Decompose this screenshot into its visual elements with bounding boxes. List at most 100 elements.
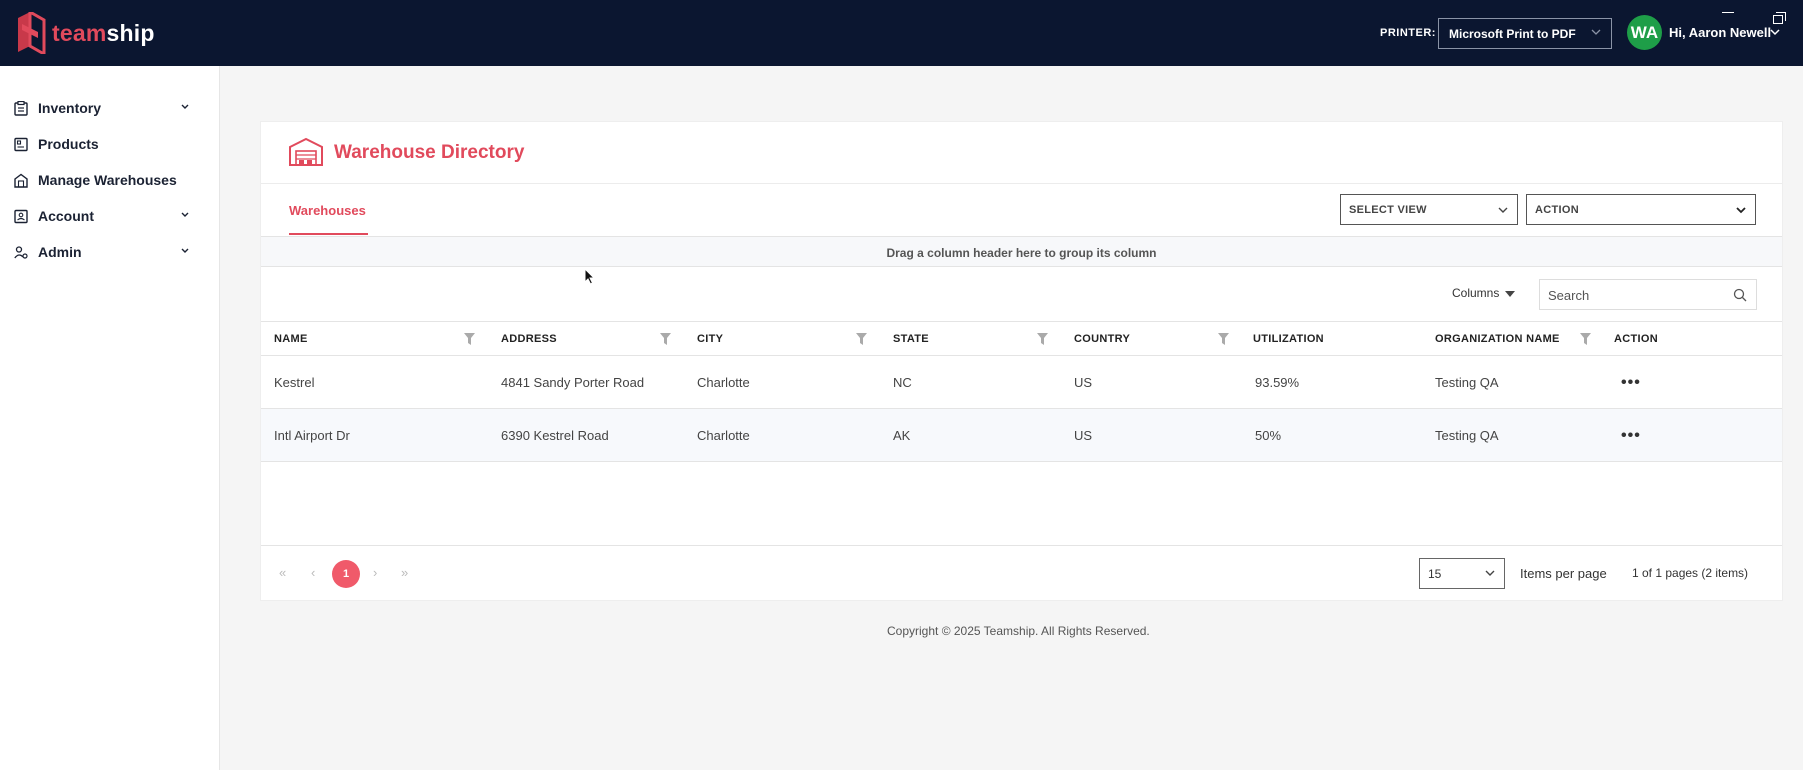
id-card-icon <box>14 209 28 223</box>
chevron-down-icon <box>181 248 189 253</box>
cell-state: NC <box>893 375 912 390</box>
search-box[interactable] <box>1539 279 1757 310</box>
cell-address: 6390 Kestrel Road <box>501 428 609 443</box>
cell-state: AK <box>893 428 911 443</box>
column-header-organization-name[interactable]: ORGANIZATION NAME <box>1435 333 1560 345</box>
clipboard-icon <box>14 100 28 116</box>
prev-page-button[interactable]: ‹ <box>311 565 316 580</box>
warehouse-icon <box>289 137 323 166</box>
tab-active-indicator <box>289 233 368 235</box>
user-greeting[interactable]: Hi, Aaron Newell <box>1669 25 1772 40</box>
filter-icon[interactable] <box>464 333 475 345</box>
row-actions-icon[interactable]: ••• <box>1621 427 1641 444</box>
sidebar-item-label: Products <box>38 136 99 152</box>
sidebar-item-label: Manage Warehouses <box>38 172 177 188</box>
cell-address: 4841 Sandy Porter Road <box>501 375 645 390</box>
mouse-cursor-icon <box>584 268 596 285</box>
table-row[interactable]: Kestrel 4841 Sandy Porter Road Charlotte… <box>261 356 1782 409</box>
row-actions-icon[interactable]: ••• <box>1621 374 1641 391</box>
cell-country: US <box>1074 428 1093 443</box>
caret-down-icon <box>1505 291 1516 297</box>
page-number-current[interactable]: 1 <box>332 560 360 588</box>
teamship-logo-mark <box>18 12 46 54</box>
cell-utilization: 93.59% <box>1255 375 1300 390</box>
chevron-down-icon <box>181 104 189 109</box>
pager: « ‹ 1 › » 15 Items per page 1 of 1 pages… <box>261 545 1782 602</box>
cell-city: Charlotte <box>697 375 750 390</box>
user-menu-chevron-icon[interactable] <box>1769 26 1781 38</box>
warehouse-icon <box>14 173 28 188</box>
chevron-down-icon <box>1591 29 1601 35</box>
column-header-action: ACTION <box>1614 333 1658 345</box>
sidebar-item-admin[interactable]: Admin <box>14 240 200 264</box>
column-header-address[interactable]: ADDRESS <box>501 333 557 345</box>
sidebar-item-label: Admin <box>38 244 82 260</box>
columns-button[interactable]: Columns <box>1452 286 1516 300</box>
footer-copyright: Copyright © 2025 Teamship. All Rights Re… <box>887 624 1150 638</box>
filter-icon[interactable] <box>660 333 671 345</box>
filter-icon[interactable] <box>1580 333 1591 345</box>
printer-select[interactable]: Microsoft Print to PDF <box>1438 18 1612 49</box>
minimize-icon[interactable] <box>1722 12 1734 13</box>
filter-icon[interactable] <box>1037 333 1048 345</box>
card-header: Warehouse Directory <box>261 122 1782 184</box>
group-drop-zone[interactable]: Drag a column header here to group its c… <box>261 237 1782 267</box>
items-per-page-select[interactable]: 15 <box>1419 558 1505 589</box>
brand-name-part1: team <box>52 19 107 46</box>
cell-organization: Testing QA <box>1435 375 1499 390</box>
column-header-state[interactable]: STATE <box>893 333 929 345</box>
chevron-down-icon <box>1485 570 1495 576</box>
column-header-city[interactable]: CITY <box>697 333 724 345</box>
table-header: NAME ADDRESS CITY STATE COUNTRY UTILIZAT… <box>261 322 1782 356</box>
cell-utilization: 50% <box>1255 428 1282 443</box>
column-header-utilization[interactable]: UTILIZATION <box>1253 333 1324 345</box>
cell-organization: Testing QA <box>1435 428 1499 443</box>
printer-label: PRINTER: <box>1380 27 1436 39</box>
action-dropdown-label: ACTION <box>1535 204 1579 216</box>
action-dropdown[interactable]: ACTION <box>1526 194 1756 225</box>
chevron-down-icon <box>1736 207 1746 214</box>
first-page-button[interactable]: « <box>279 565 287 580</box>
teamship-logo[interactable]: teamship <box>16 12 155 54</box>
filter-icon[interactable] <box>856 333 867 345</box>
printer-select-value: Microsoft Print to PDF <box>1449 27 1576 41</box>
select-view-label: SELECT VIEW <box>1349 204 1427 216</box>
top-bar: teamship PRINTER: Microsoft Print to PDF… <box>0 0 1803 66</box>
grid-toolbar: Columns <box>261 267 1782 322</box>
items-per-page-value: 15 <box>1428 567 1442 581</box>
filter-icon[interactable] <box>1218 333 1229 345</box>
table-row[interactable]: Intl Airport Dr 6390 Kestrel Road Charlo… <box>261 409 1782 462</box>
sidebar-item-account[interactable]: Account <box>14 204 200 228</box>
next-page-button[interactable]: › <box>373 565 378 580</box>
page-info: 1 of 1 pages (2 items) <box>1632 566 1749 580</box>
users-cog-icon <box>14 245 28 259</box>
chevron-down-icon <box>1498 207 1508 213</box>
sidebar: Inventory Products Manage Warehouses Acc… <box>0 66 220 770</box>
column-header-name[interactable]: NAME <box>274 333 308 345</box>
columns-label: Columns <box>1452 286 1500 300</box>
search-input[interactable] <box>1548 288 1718 303</box>
box-icon <box>14 137 28 151</box>
search-icon[interactable] <box>1733 288 1747 302</box>
cell-country: US <box>1074 375 1093 390</box>
cell-name: Intl Airport Dr <box>274 428 350 443</box>
sidebar-item-inventory[interactable]: Inventory <box>14 96 200 120</box>
last-page-button[interactable]: » <box>401 565 409 580</box>
cell-city: Charlotte <box>697 428 750 443</box>
restore-window-icon[interactable] <box>1773 12 1786 24</box>
select-view-dropdown[interactable]: SELECT VIEW <box>1340 194 1518 225</box>
brand-name-part2: ship <box>106 19 155 46</box>
avatar[interactable]: WA <box>1627 15 1662 50</box>
items-per-page-label: Items per page <box>1520 566 1607 581</box>
cell-name: Kestrel <box>274 375 315 390</box>
page-title: Warehouse Directory <box>334 142 525 163</box>
column-header-country[interactable]: COUNTRY <box>1074 333 1131 345</box>
sidebar-item-label: Inventory <box>38 100 102 116</box>
sidebar-item-manage-warehouses[interactable]: Manage Warehouses <box>14 168 200 192</box>
tab-row: Warehouses SELECT VIEW ACTION <box>261 184 1782 237</box>
tab-warehouses[interactable]: Warehouses <box>289 203 366 218</box>
chevron-down-icon <box>181 212 189 217</box>
warehouse-directory-card: Warehouse Directory Warehouses SELECT VI… <box>260 121 1783 601</box>
sidebar-item-products[interactable]: Products <box>14 132 200 156</box>
sidebar-item-label: Account <box>38 208 94 224</box>
